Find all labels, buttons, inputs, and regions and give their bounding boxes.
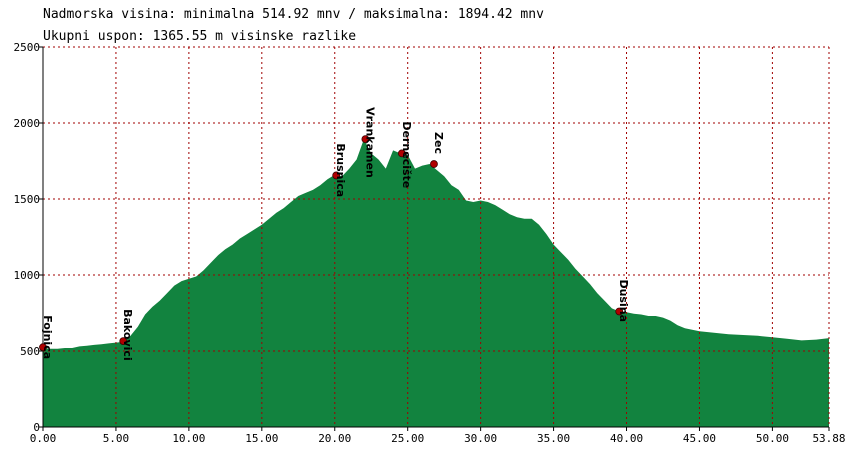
x-tick-label: 45.00 (683, 432, 716, 445)
y-tick-label: 2000 (14, 117, 41, 130)
waypoint-marker (119, 337, 128, 346)
y-tick-label: 2500 (14, 41, 41, 54)
x-tick-label: 30.00 (464, 432, 497, 445)
waypoint-marker (430, 160, 438, 168)
y-tick-label: 500 (20, 345, 40, 358)
x-tick-label: 15.00 (245, 432, 278, 445)
waypoint-label: Dernecište (400, 121, 413, 188)
x-tick-label: 0.00 (30, 432, 57, 445)
y-tick-label: 0 (33, 421, 40, 434)
x-tick-label: 40.00 (610, 432, 643, 445)
y-tick-label: 1500 (14, 193, 41, 206)
x-tick-label: 35.00 (537, 432, 570, 445)
plot-area: 0.00 5.00 10.00 15.00 20.00 25.00 30.00 35.00 40… (14, 41, 846, 445)
waypoint-label: Bakovici (121, 309, 134, 361)
waypoint-marker (397, 149, 406, 158)
elevation-area (43, 139, 829, 427)
x-tick-label: 20.00 (318, 432, 351, 445)
waypoint-marker (361, 135, 370, 144)
x-tick-label: 10.00 (172, 432, 205, 445)
waypoint-marker (615, 307, 624, 316)
x-tick-label: 25.00 (391, 432, 424, 445)
header-total-climb: Ukupni uspon: 1365.55 m visinske razlike (43, 29, 356, 44)
waypoint-marker (332, 171, 341, 180)
x-tick-label: 50.00 (756, 432, 789, 445)
x-tick-label: 53.88 (812, 432, 845, 445)
waypoint-label: Dusina (617, 279, 630, 322)
y-tick-label: 1000 (14, 269, 41, 282)
x-tick-label: 5.00 (103, 432, 130, 445)
waypoint-label: Brusnica (334, 143, 347, 197)
waypoint-label: Zec (432, 132, 445, 154)
waypoint-marker (39, 343, 47, 352)
waypoint-label: Fojnica (41, 315, 54, 359)
header-elevation-range: Nadmorska visina: minimalna 514.92 mnv /… (43, 7, 544, 22)
waypoint-label: Vrankamen (363, 107, 376, 178)
